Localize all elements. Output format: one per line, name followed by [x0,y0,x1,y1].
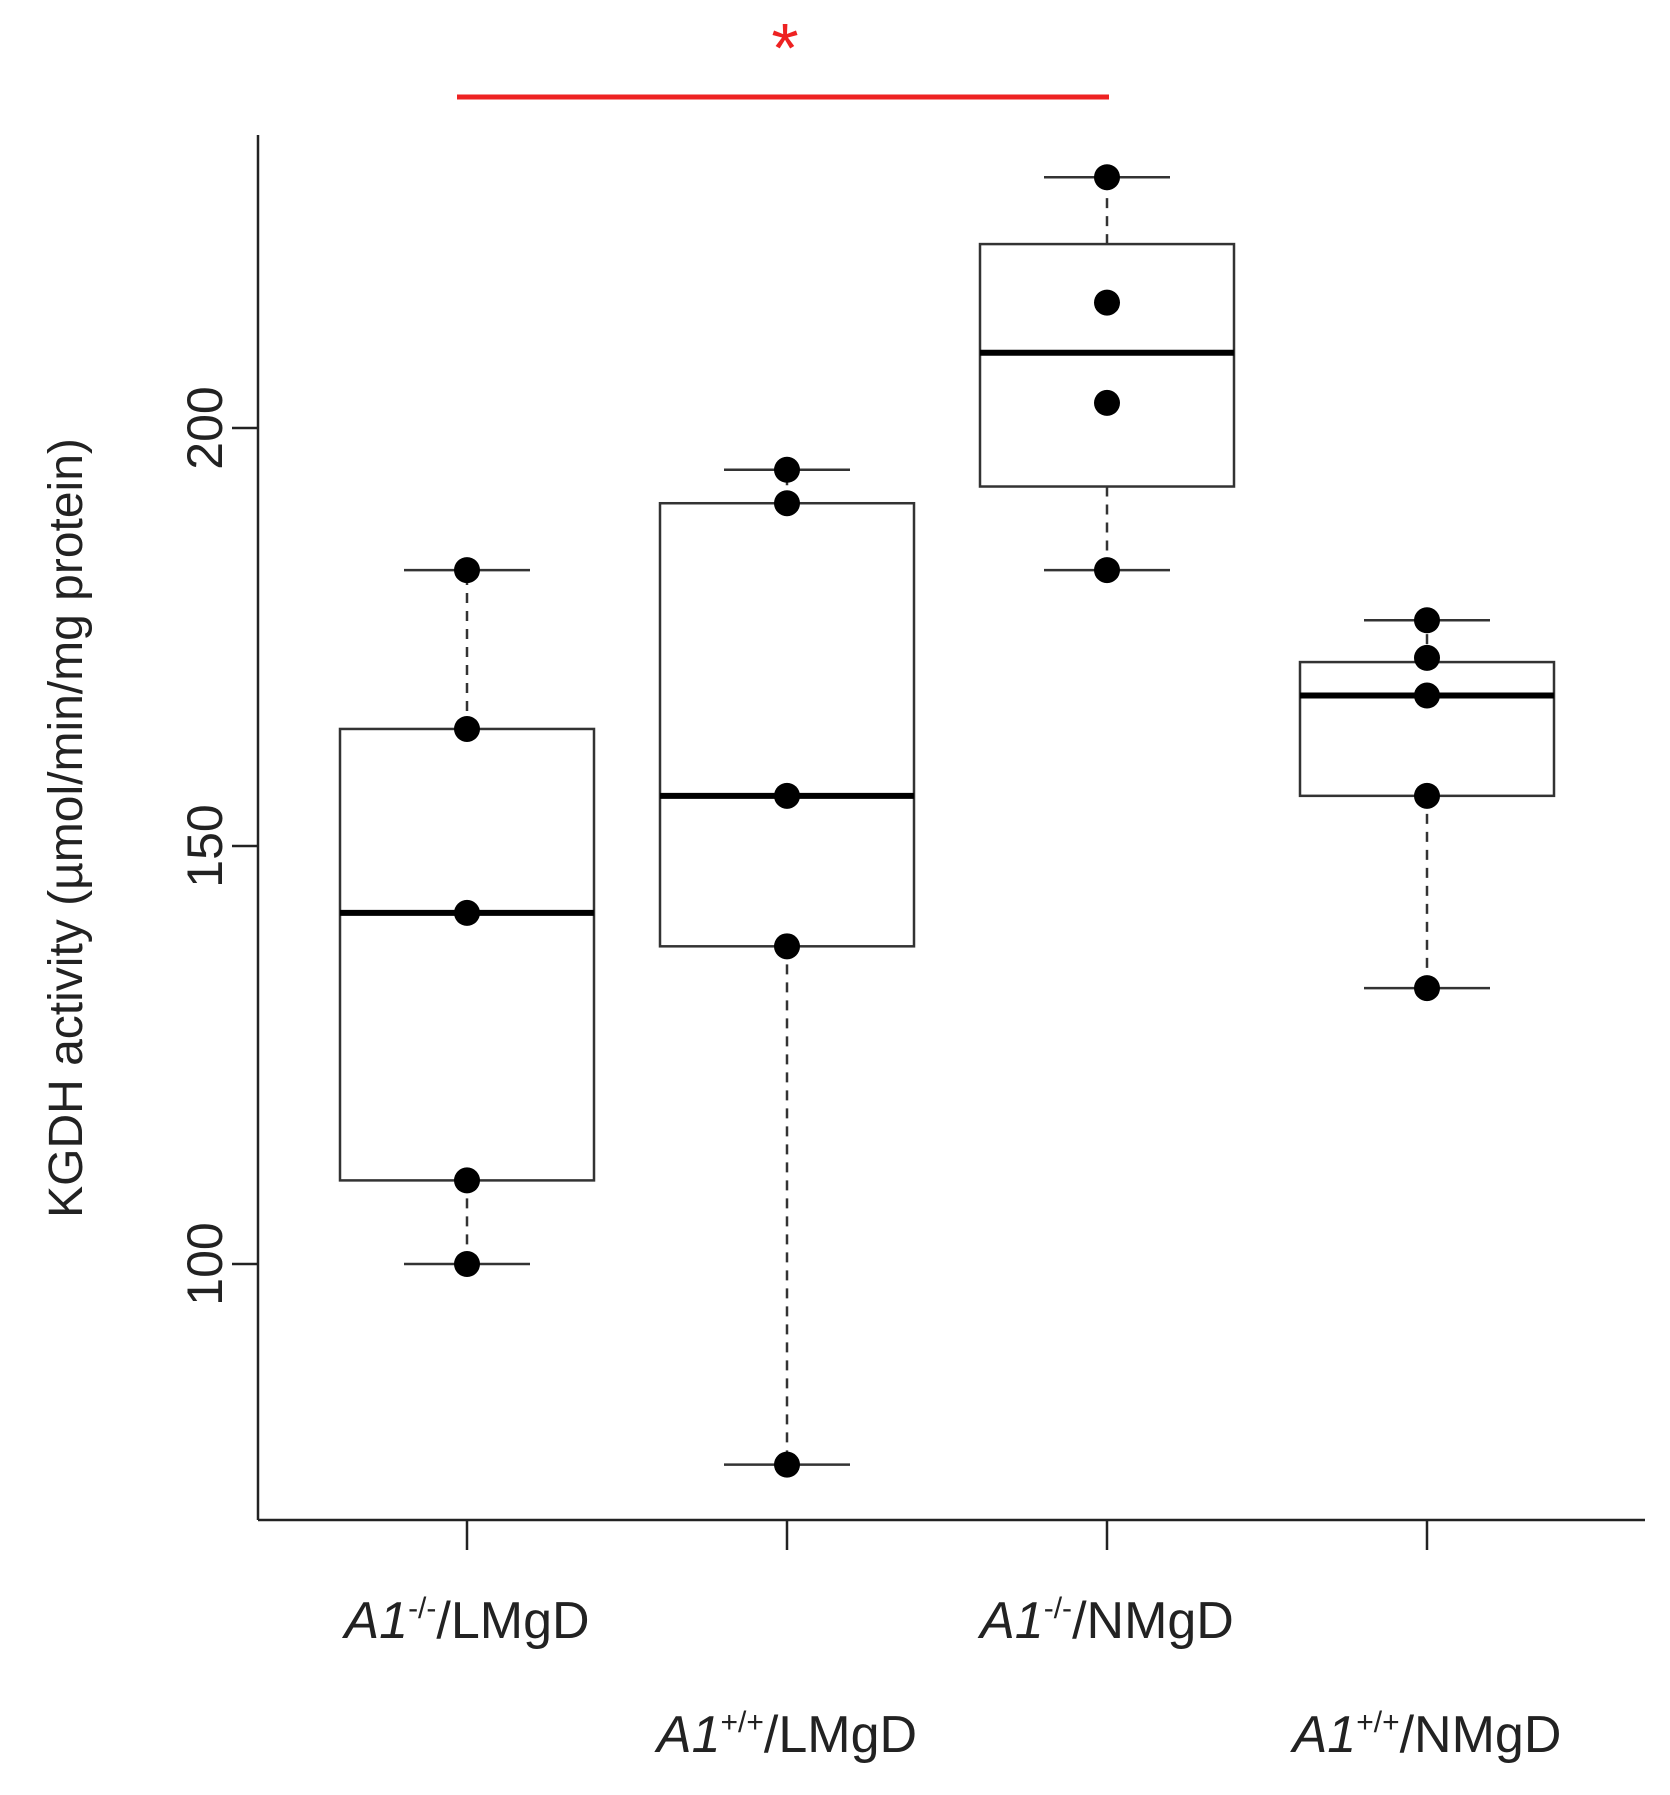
data-point-1-3 [454,899,480,926]
data-point-4-2 [1414,644,1440,671]
data-point-3-2 [1094,289,1120,316]
x-category-label-3: A1-/-/NMgD [977,1592,1234,1650]
data-point-1-2 [454,715,480,742]
data-point-1-4 [454,1167,480,1194]
significance-star: * [771,9,798,87]
data-point-4-1 [1414,607,1440,634]
data-point-2-5 [774,1451,800,1478]
data-point-2-4 [774,933,800,960]
box-1 [338,727,596,1182]
x-category-label-2: A1+/+/LMgD [654,1706,917,1764]
y-tick-label-150: 150 [177,804,233,887]
x-category-label-4: A1+/+/NMgD [1290,1706,1562,1764]
data-point-4-4 [1414,782,1440,809]
box-2 [658,501,916,948]
data-point-4-3 [1414,682,1440,709]
data-point-3-4 [1094,557,1120,584]
data-point-3-1 [1094,164,1120,191]
data-point-1-1 [454,557,480,584]
data-point-1-5 [454,1251,480,1277]
data-point-2-1 [774,456,800,483]
data-point-2-2 [774,490,800,517]
data-point-3-3 [1094,389,1120,416]
box-3 [978,242,1236,488]
box-4 [1298,660,1556,798]
x-category-label-1: A1-/-/LMgD [341,1592,589,1650]
y-tick-label-200: 200 [177,386,233,469]
y-tick-label-100: 100 [177,1222,233,1305]
y-axis-title: KGDH activity (µmol/min/mg protein) [40,438,93,1218]
data-point-2-3 [774,782,800,809]
data-point-4-5 [1414,975,1440,1002]
